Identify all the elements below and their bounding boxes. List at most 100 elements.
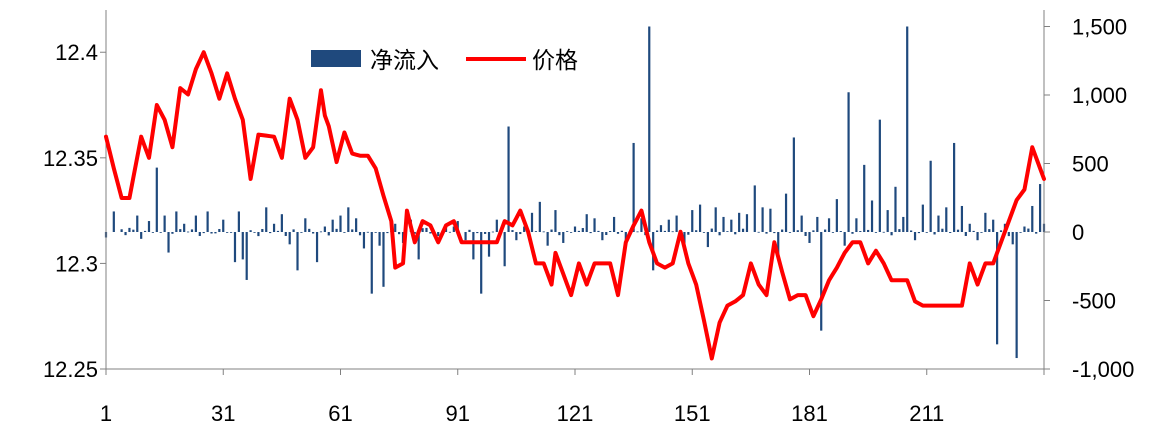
net-inflow-bar (495, 219, 498, 232)
net-inflow-bar (882, 231, 885, 233)
net-inflow-bar (765, 232, 768, 234)
x-tick-label: 1 (100, 401, 112, 426)
net-inflow-bar (718, 232, 721, 236)
net-inflow-bar (777, 232, 780, 260)
net-inflow-bar (933, 232, 936, 235)
net-inflow-bar (272, 223, 276, 232)
net-inflow-bar (890, 232, 893, 236)
net-inflow-bar (687, 232, 690, 235)
net-inflow-bar (382, 232, 385, 287)
net-inflow-bar (542, 231, 545, 233)
net-inflow-bar (476, 232, 479, 234)
net-inflow-bar (202, 232, 205, 234)
net-inflow-bar (292, 229, 295, 232)
net-inflow-bar (925, 232, 928, 233)
net-inflow-bar (351, 229, 354, 232)
net-inflow-bar (1023, 226, 1026, 232)
net-inflow-bar (257, 232, 260, 237)
net-inflow-bar (913, 232, 917, 241)
net-inflow-bar (327, 232, 330, 236)
net-inflow-bar (288, 232, 291, 245)
right-tick-label: 1,500 (1072, 15, 1127, 40)
right-tick-label: 500 (1072, 152, 1109, 177)
net-inflow-bar (339, 215, 342, 232)
net-inflow-bar (269, 232, 272, 234)
right-tick-label: -500 (1072, 289, 1116, 314)
net-inflow-bar (741, 228, 745, 232)
net-inflow-bar (319, 231, 323, 233)
right-tick-label: 0 (1072, 220, 1084, 245)
net-inflow-bar (378, 232, 381, 246)
net-inflow-bar (761, 207, 764, 232)
net-inflow-bar (210, 232, 213, 234)
net-inflow-bar (355, 218, 358, 232)
net-inflow-bar (171, 232, 174, 234)
net-inflow-bar (480, 232, 483, 294)
net-inflow-bar (874, 232, 878, 233)
net-inflow-bar (538, 201, 541, 232)
net-inflow-bar (734, 232, 737, 235)
legend-price-label: 价格 (532, 48, 578, 74)
net-inflow-bar (714, 207, 717, 232)
net-inflow-bar (507, 126, 510, 232)
net-inflow-bar (362, 232, 366, 249)
net-inflow-bar (812, 230, 815, 232)
net-inflow-bar (233, 232, 237, 263)
net-inflow-bar (417, 232, 420, 260)
net-inflow-bar (374, 232, 377, 233)
right-tick-label: -1,000 (1072, 357, 1134, 382)
net-inflow-bar (800, 215, 803, 232)
net-inflow-bar (808, 232, 811, 243)
tick-labels: 12.25 12.3 12.35 12.4 -1,000 -500 0 500 1,000 1,5… (43, 15, 1134, 427)
net-inflow-bar (960, 205, 964, 232)
net-inflow-bar (863, 164, 866, 232)
net-inflow-bar (276, 230, 280, 232)
net-inflow-bar (284, 232, 287, 236)
x-tick-label: 31 (211, 401, 235, 426)
x-tick-label: 61 (328, 401, 352, 426)
net-inflow-bar (796, 230, 799, 232)
net-inflow-bar (229, 232, 233, 233)
net-inflow-bar (261, 228, 264, 232)
net-inflow-bar (1031, 205, 1034, 232)
net-inflow-bar (781, 229, 784, 232)
net-inflow-bar (484, 232, 487, 234)
net-inflow-bar (953, 142, 956, 232)
net-inflow-bar (956, 229, 960, 232)
net-inflow-bar (593, 218, 596, 232)
net-inflow-bar (448, 231, 452, 233)
net-inflow-bar (949, 232, 952, 233)
net-inflow-bar (550, 229, 553, 232)
net-inflow-bar (581, 228, 584, 232)
x-tick-label: 211 (909, 401, 944, 426)
net-inflow-bar (554, 210, 557, 232)
net-inflow-bar (585, 214, 588, 232)
net-inflow-bar (788, 232, 792, 233)
net-inflow-bar (155, 167, 158, 232)
net-inflow-bar (659, 225, 663, 232)
net-inflow-bar (589, 232, 592, 234)
net-inflow-bar (487, 232, 491, 257)
net-inflow-bar (186, 231, 190, 233)
net-inflow-bar (163, 215, 166, 232)
net-inflow-bar (222, 219, 225, 232)
net-inflow-bar (1011, 232, 1014, 245)
net-inflow-bar (546, 232, 549, 246)
net-inflow-bar (429, 232, 432, 234)
net-inflow-bar (843, 232, 846, 246)
left-tick-label: 12.4 (55, 40, 98, 65)
net-inflow-bar (855, 218, 858, 232)
net-inflow-bar (566, 231, 569, 232)
net-inflow-bar (421, 228, 424, 232)
net-inflow-bar (624, 232, 627, 242)
net-inflow-bar (706, 232, 709, 248)
net-inflow-bar (730, 219, 733, 232)
net-inflow-bar (820, 232, 823, 331)
legend-net-inflow-label: 净流入 (370, 48, 439, 74)
net-inflow-bar (1027, 228, 1030, 232)
net-inflow-bar (226, 232, 229, 233)
net-inflow-bar (124, 232, 127, 236)
net-inflow-bar (523, 226, 526, 232)
net-inflow-bar (573, 226, 577, 232)
